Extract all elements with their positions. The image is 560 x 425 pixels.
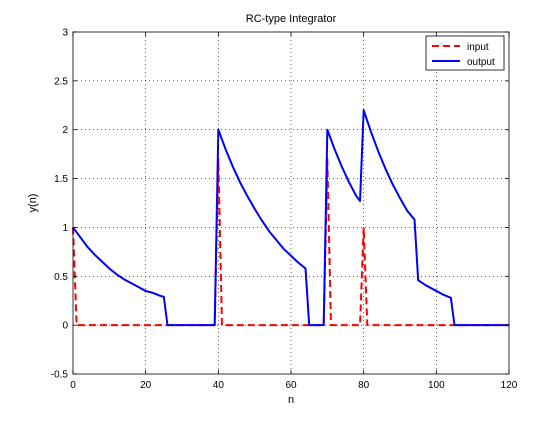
legend-label-output: output [467,57,495,68]
series-layer [72,109,509,327]
y-tick-label: 2 [62,125,68,136]
y-tick-label: 2.5 [54,76,68,87]
plot-area [73,32,509,374]
x-tick-label: 20 [140,380,152,391]
y-tick-label: 0 [62,321,68,332]
y-tick-label: 3 [62,28,68,39]
ticks: 0 20 40 60 80 100 120-0.500.511.522.53 [51,28,518,392]
y-tick-label: 0.5 [54,272,68,283]
y-tick-label: 1.5 [54,174,68,185]
y-axis-label: y(n) [27,194,39,213]
x-tick-label: 60 [285,380,297,391]
y-tick-label: -0.5 [51,370,69,381]
x-tick-label: 80 [358,380,370,391]
x-tick-label: 120 [501,380,518,391]
legend-label-input: input [467,42,489,53]
series-line-output [72,109,509,327]
chart-title: RC-type Integrator [246,13,337,25]
x-axis-label: n [288,394,294,406]
x-tick-label: 40 [213,380,225,391]
legend: input output [425,35,505,71]
y-tick-label: 1 [62,223,68,234]
x-tick-label: 100 [428,380,445,391]
x-tick-label: 0 [70,380,76,391]
legend-box [425,35,505,71]
